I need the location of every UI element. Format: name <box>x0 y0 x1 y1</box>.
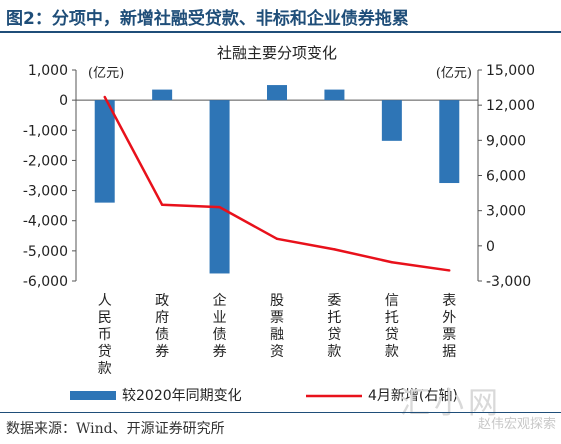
source-divider <box>0 412 561 413</box>
right-tick-label: 12,000 <box>486 98 535 114</box>
title-divider <box>0 31 561 33</box>
left-tick-label: -4,000 <box>23 214 68 230</box>
bar-6 <box>381 100 402 141</box>
watermark: 汇小网 <box>400 386 502 421</box>
chart-title: 社融主要分项变化 <box>217 44 337 62</box>
bar-4 <box>267 85 287 101</box>
left-tick-label: -6,000 <box>23 274 68 290</box>
bar-3 <box>209 100 230 274</box>
line-point-7 <box>448 269 451 272</box>
left-tick-label: 0 <box>59 93 68 109</box>
bar-5 <box>324 89 345 101</box>
x-tick-label: 委托贷款 <box>327 293 341 360</box>
line-point-1 <box>103 95 106 99</box>
x-tick-label: 表外票据 <box>442 293 456 360</box>
right-tick-label: -3,000 <box>486 274 531 290</box>
line-point-6 <box>390 261 394 264</box>
legend-label-bar: 较2020年同期变化 <box>122 388 242 404</box>
legend-swatch-bar <box>70 391 116 400</box>
x-tick-label: 企业债券 <box>213 292 227 360</box>
line-point-2 <box>160 203 164 207</box>
source-note: 数据来源：Wind、开源证券研究所 <box>6 421 225 437</box>
left-tick-label: -3,000 <box>23 184 68 200</box>
x-tick-label: 政府债券 <box>155 293 169 360</box>
x-tick-label: 人民币贷款 <box>98 293 112 377</box>
left-unit-label: (亿元) <box>88 66 124 81</box>
bar-2 <box>152 89 173 101</box>
chart-canvas: 社融主要分项变化 1,000 0 -1,000 -2,000 -3,000 -4,000 -5… <box>23 44 535 404</box>
left-tick-label: 1,000 <box>28 63 68 79</box>
watermark-sub: 赵伟宏观探索 <box>478 417 557 432</box>
line-point-5 <box>333 248 336 251</box>
x-tick-label: 股票融资 <box>270 293 284 360</box>
x-tick-label: 信托贷款 <box>385 293 399 360</box>
right-tick-label: 15,000 <box>486 63 535 79</box>
figure-title: 图2：分项中，新增社融受贷款、非标和企业债券拖累 <box>6 9 409 29</box>
left-tick-label: -1,000 <box>23 123 68 139</box>
left-tick-label: -5,000 <box>23 244 68 260</box>
right-tick-label: 6,000 <box>486 169 526 185</box>
line-point-4 <box>275 237 279 240</box>
line-point-3 <box>218 205 221 209</box>
left-tick-label: -2,000 <box>23 153 68 169</box>
right-unit-label: (亿元) <box>436 66 472 81</box>
right-tick-label: 3,000 <box>486 204 526 220</box>
right-tick-label: 9,000 <box>486 133 526 149</box>
bar-1 <box>94 100 115 203</box>
legend-label-line: 4月新增(右轴) <box>368 388 458 404</box>
right-tick-label: 0 <box>486 239 495 255</box>
bar-7 <box>439 100 460 184</box>
